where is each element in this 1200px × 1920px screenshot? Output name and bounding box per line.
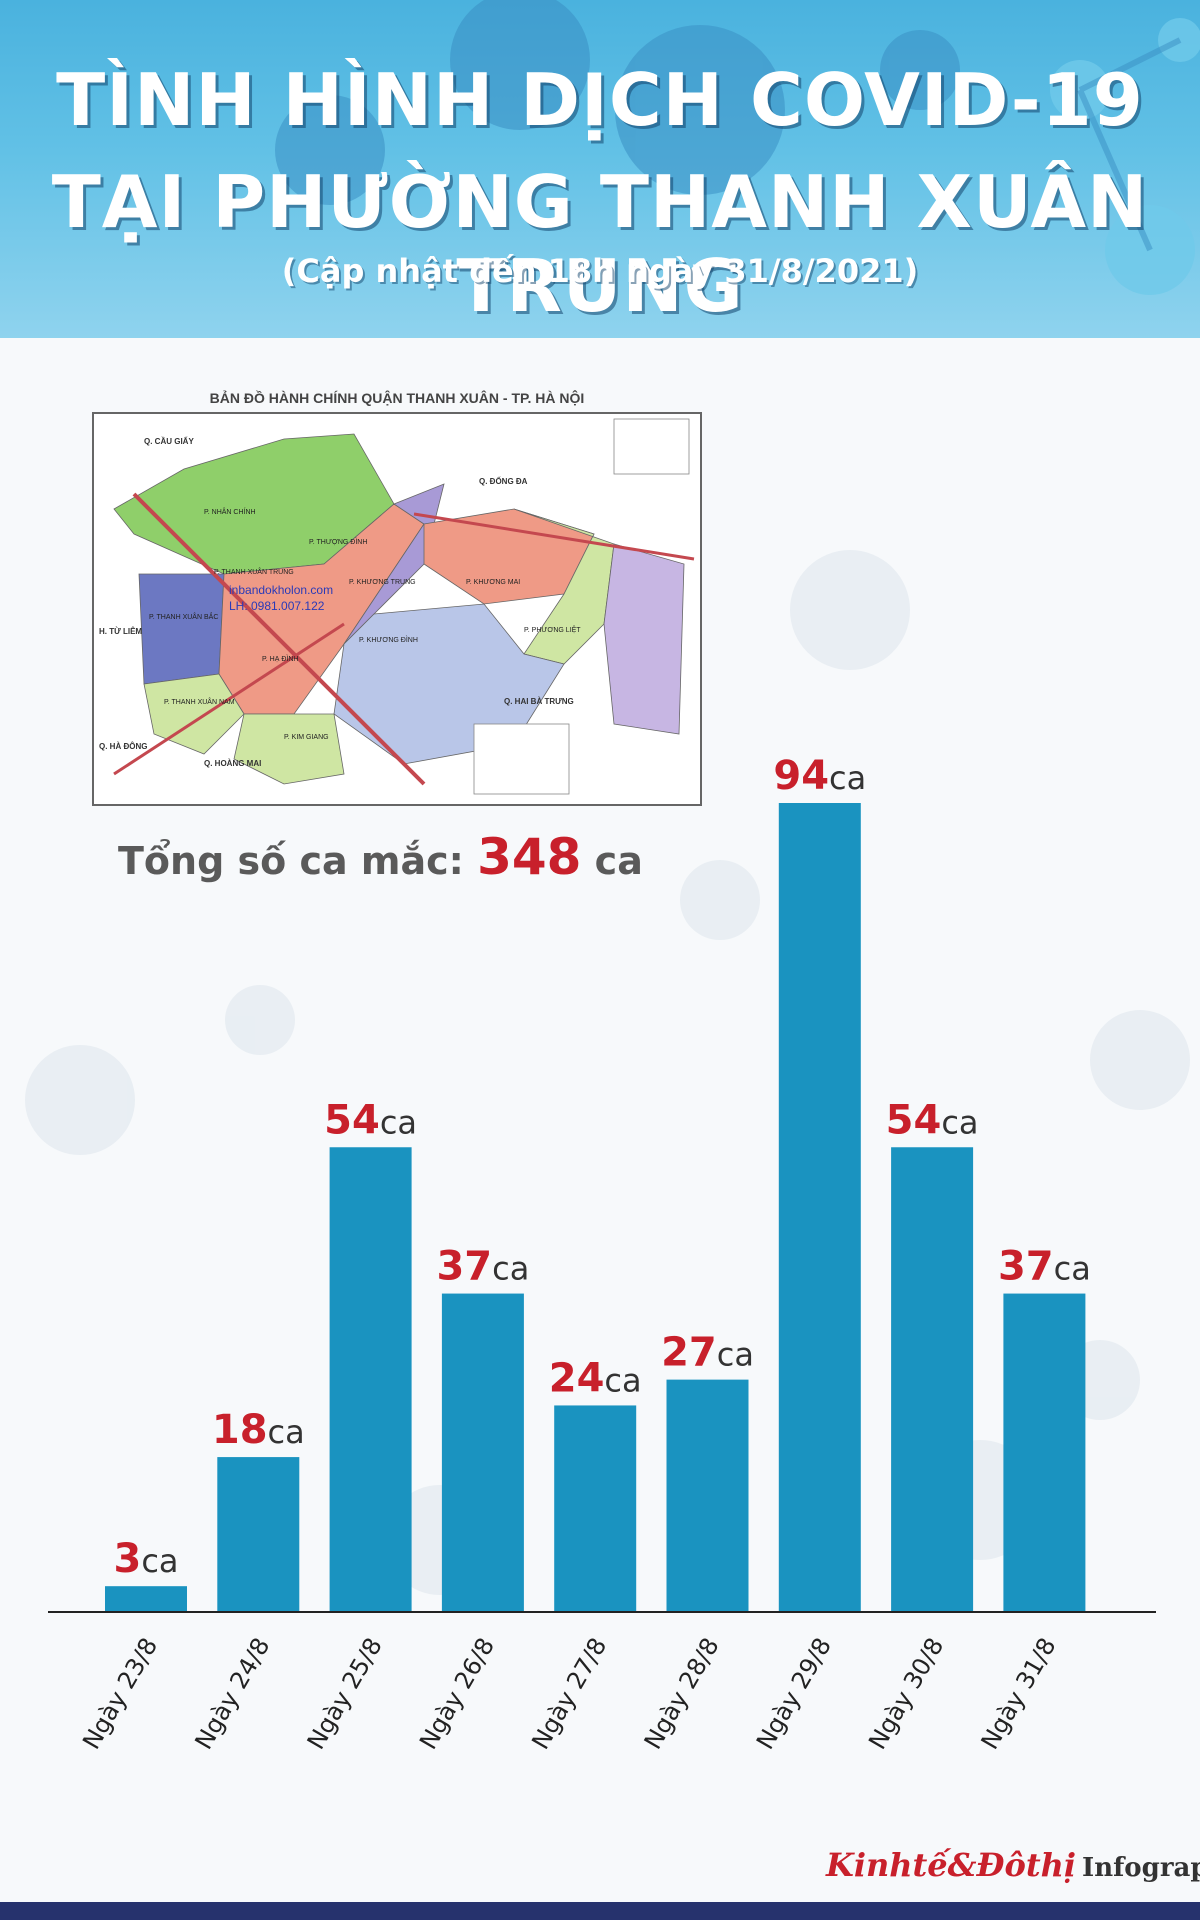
map-district-label: H. TỪ LIÊM [99, 627, 142, 636]
map-district-label: Q. CẦU GIẤY [144, 436, 194, 446]
total-unit: ca [594, 839, 643, 883]
bar-value-label: 94ca [773, 753, 866, 799]
title-line-2: TẠI PHƯỜNG THANH XUÂN TRUNG [51, 160, 1149, 328]
bar-value-label: 3ca [113, 1536, 178, 1582]
map-ward-label: P. NHÂN CHÍNH [204, 507, 256, 516]
map-ward-label: P. PHƯƠNG LIỆT [524, 625, 581, 634]
x-tick-label: Ngày 31/8 [976, 1633, 1062, 1754]
map-district-label: Q. HÀ ĐÔNG [99, 742, 147, 751]
map-district-label: Q. ĐỐNG ĐA [479, 476, 528, 486]
map-ward-label: P. KHƯƠNG ĐÌNH [359, 635, 418, 644]
bar-value-label: 37ca [998, 1244, 1091, 1290]
x-tick-label: Ngày 24/8 [189, 1633, 275, 1754]
bar [554, 1405, 637, 1612]
bar-value-label: 18ca [212, 1407, 305, 1453]
map-ward-label: P. THANH XUÂN NAM [164, 697, 235, 706]
x-tick-label: Ngày 30/8 [863, 1633, 949, 1754]
bar [778, 803, 861, 1612]
district-map: Q. CẦU GIẤY Q. ĐỐNG ĐA H. TỪ LIÊM Q. HAI… [92, 412, 702, 806]
virus-decoration-icon [275, 0, 1200, 295]
bar-value-label: 24ca [549, 1355, 642, 1401]
bar-value-label: 54ca [886, 1097, 979, 1143]
map-district-label: Q. HOÀNG MAI [204, 759, 261, 768]
x-tick-label: Ngày 26/8 [414, 1633, 500, 1754]
brand-logo: Kinhtế&ĐôthịInfographic [826, 1846, 1200, 1884]
x-tick-label: Ngày 28/8 [639, 1633, 725, 1754]
map-caption: BẢN ĐỒ HÀNH CHÍNH QUẬN THANH XUÂN - TP. … [209, 390, 585, 406]
bar [105, 1586, 187, 1612]
map-ward-label: P. THANH XUÂN BẮC [149, 612, 218, 621]
bar-value-label: 27ca [661, 1330, 754, 1376]
bar [441, 1293, 524, 1612]
bar-value-label: 37ca [436, 1244, 529, 1290]
bar [1003, 1293, 1086, 1612]
map-ward-label: P. KHƯƠNG TRUNG [349, 579, 416, 586]
bar [217, 1457, 300, 1612]
map-image: Q. CẦU GIẤY Q. ĐỐNG ĐA H. TỪ LIÊM Q. HAI… [94, 414, 700, 804]
x-tick-label: Ngày 25/8 [302, 1633, 388, 1754]
subtitle: (Cập nhật đến 18h ngày 31/8/2021) [281, 252, 919, 290]
bar [666, 1379, 749, 1612]
header-banner: TÌNH HÌNH DỊCH COVID-19 TẠI PHƯỜNG THANH… [0, 0, 1200, 338]
footer-bar [0, 1902, 1200, 1920]
map-ward-label: P. KHƯƠNG MAI [466, 579, 520, 586]
brand-label: Infographic [1082, 1853, 1200, 1883]
total-cases: Tổng số ca mắc: 348 ca [118, 828, 643, 886]
title-line-1: TÌNH HÌNH DỊCH COVID-19 [56, 58, 1144, 142]
bar-value-label: 54ca [324, 1097, 417, 1143]
x-tick-label: Ngày 27/8 [526, 1633, 612, 1754]
bar [329, 1147, 412, 1612]
x-tick-label: Ngày 23/8 [77, 1633, 163, 1754]
map-district-label: Q. HAI BÀ TRƯNG [504, 697, 574, 706]
map-ward-label: P. THANH XUÂN TRUNG [214, 567, 294, 576]
map-watermark-phone: LH: 0981.007.122 [229, 599, 325, 613]
brand-name: Kinhtế&Đôthị [826, 1846, 1077, 1884]
map-ward-label: P. KIM GIANG [284, 734, 329, 741]
total-label: Tổng số ca mắc: [118, 839, 464, 883]
map-ward-label: P. THƯỢNG ĐÌNH [309, 537, 367, 546]
total-value: 348 [477, 828, 582, 886]
map-watermark-site: inbandokholon.com [229, 583, 333, 597]
bar [891, 1147, 974, 1612]
map-ward-label: P. HẠ ĐÌNH [262, 654, 298, 663]
x-tick-label: Ngày 29/8 [751, 1633, 837, 1754]
